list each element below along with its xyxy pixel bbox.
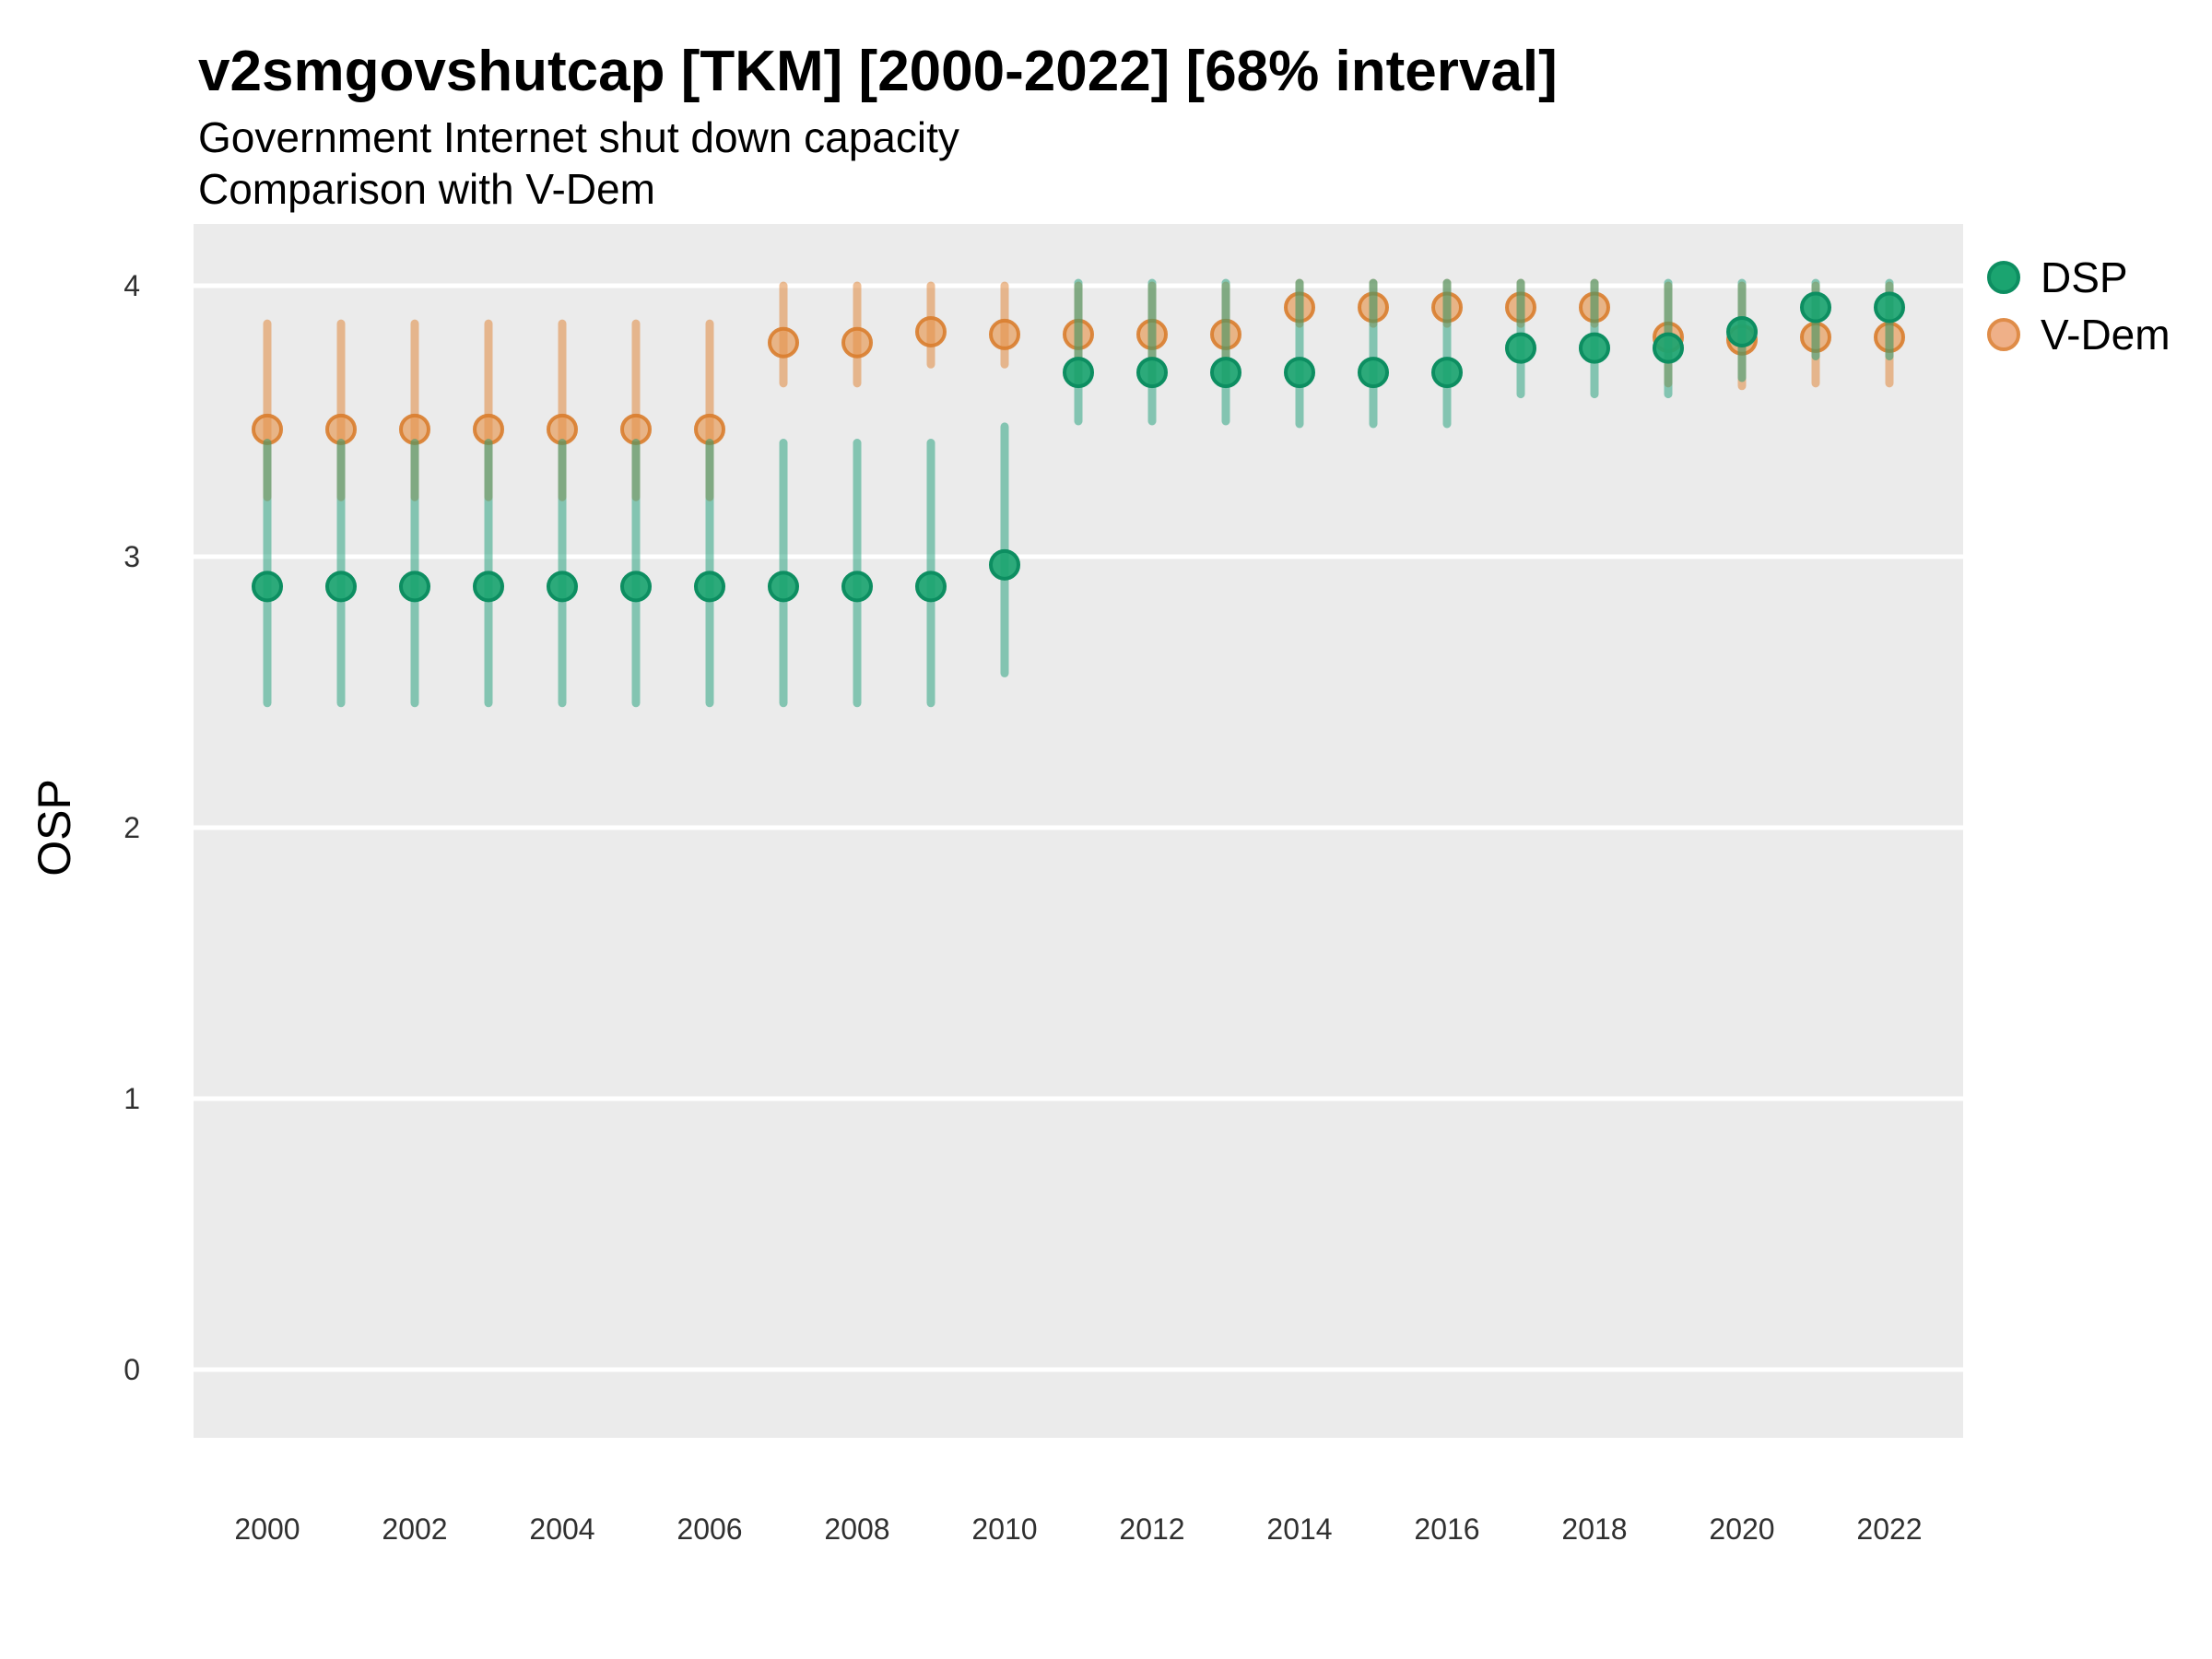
dsp-point-2014 [1284, 357, 1315, 389]
x-tick-label-2006: 2006 [677, 1512, 742, 1546]
x-tick-label-2010: 2010 [971, 1512, 1037, 1546]
dsp-point-2009 [915, 571, 947, 603]
vdem-point-2010 [989, 318, 1020, 350]
chart-title: v2smgovshutcap [TKM] [2000-2022] [68% in… [198, 40, 1558, 103]
chart-subtitle: Government Internet shut down capacity [198, 113, 959, 161]
dsp-point-2006 [694, 571, 725, 603]
dsp-point-2010 [989, 548, 1020, 581]
legend: DSP V-Dem [1987, 256, 2171, 356]
dsp-point-2015 [1358, 357, 1389, 389]
x-tick-label-2018: 2018 [1561, 1512, 1627, 1546]
dsp-point-2016 [1431, 357, 1463, 389]
dsp-point-2021 [1800, 291, 1831, 324]
dsp-point-2003 [473, 571, 504, 603]
dsp-legend-marker-icon [1987, 261, 2020, 294]
dsp-point-2008 [841, 571, 873, 603]
x-tick-label-2008: 2008 [824, 1512, 889, 1546]
x-tick-label-2022: 2022 [1856, 1512, 1922, 1546]
y-tick-label-1: 1 [124, 1082, 140, 1115]
y-tick-label-3: 3 [124, 540, 140, 573]
x-tick-label-2012: 2012 [1119, 1512, 1184, 1546]
dsp-point-2011 [1063, 357, 1094, 389]
vdem-point-2008 [841, 326, 873, 359]
dsp-point-2002 [399, 571, 430, 603]
x-tick-label-2000: 2000 [234, 1512, 300, 1546]
x-tick-label-2020: 2020 [1709, 1512, 1774, 1546]
vdem-point-2009 [915, 315, 947, 347]
dsp-point-2013 [1210, 357, 1241, 389]
x-tick-label-2014: 2014 [1266, 1512, 1332, 1546]
x-tick-label-2002: 2002 [382, 1512, 447, 1546]
y-tick-label-0: 0 [124, 1353, 140, 1386]
dsp-point-2019 [1653, 332, 1684, 364]
x-tick-label-2016: 2016 [1414, 1512, 1479, 1546]
y-tick-label-2: 2 [124, 811, 140, 844]
vdem-legend-marker-icon [1987, 318, 2020, 351]
chart-subtitle-2: Comparison with V-Dem [198, 165, 655, 213]
y-tick-label-4: 4 [124, 269, 140, 302]
legend-label-dsp: DSP [2041, 253, 2128, 301]
dsp-point-2017 [1505, 332, 1536, 364]
dsp-point-2018 [1579, 332, 1610, 364]
dsp-point-2007 [768, 571, 799, 603]
dsp-point-2000 [252, 571, 283, 603]
x-tick-label-2004: 2004 [529, 1512, 594, 1546]
legend-item-dsp: DSP [1987, 256, 2171, 299]
dsp-point-2020 [1726, 315, 1758, 347]
legend-item-vdem: V-Dem [1987, 313, 2171, 356]
vdem-point-2007 [768, 326, 799, 359]
dsp-point-2001 [325, 571, 357, 603]
dsp-point-2022 [1874, 291, 1905, 324]
dsp-point-2005 [620, 571, 652, 603]
dsp-point-2012 [1136, 357, 1168, 389]
dsp-point-2004 [547, 571, 578, 603]
legend-label-vdem: V-Dem [2041, 311, 2171, 359]
